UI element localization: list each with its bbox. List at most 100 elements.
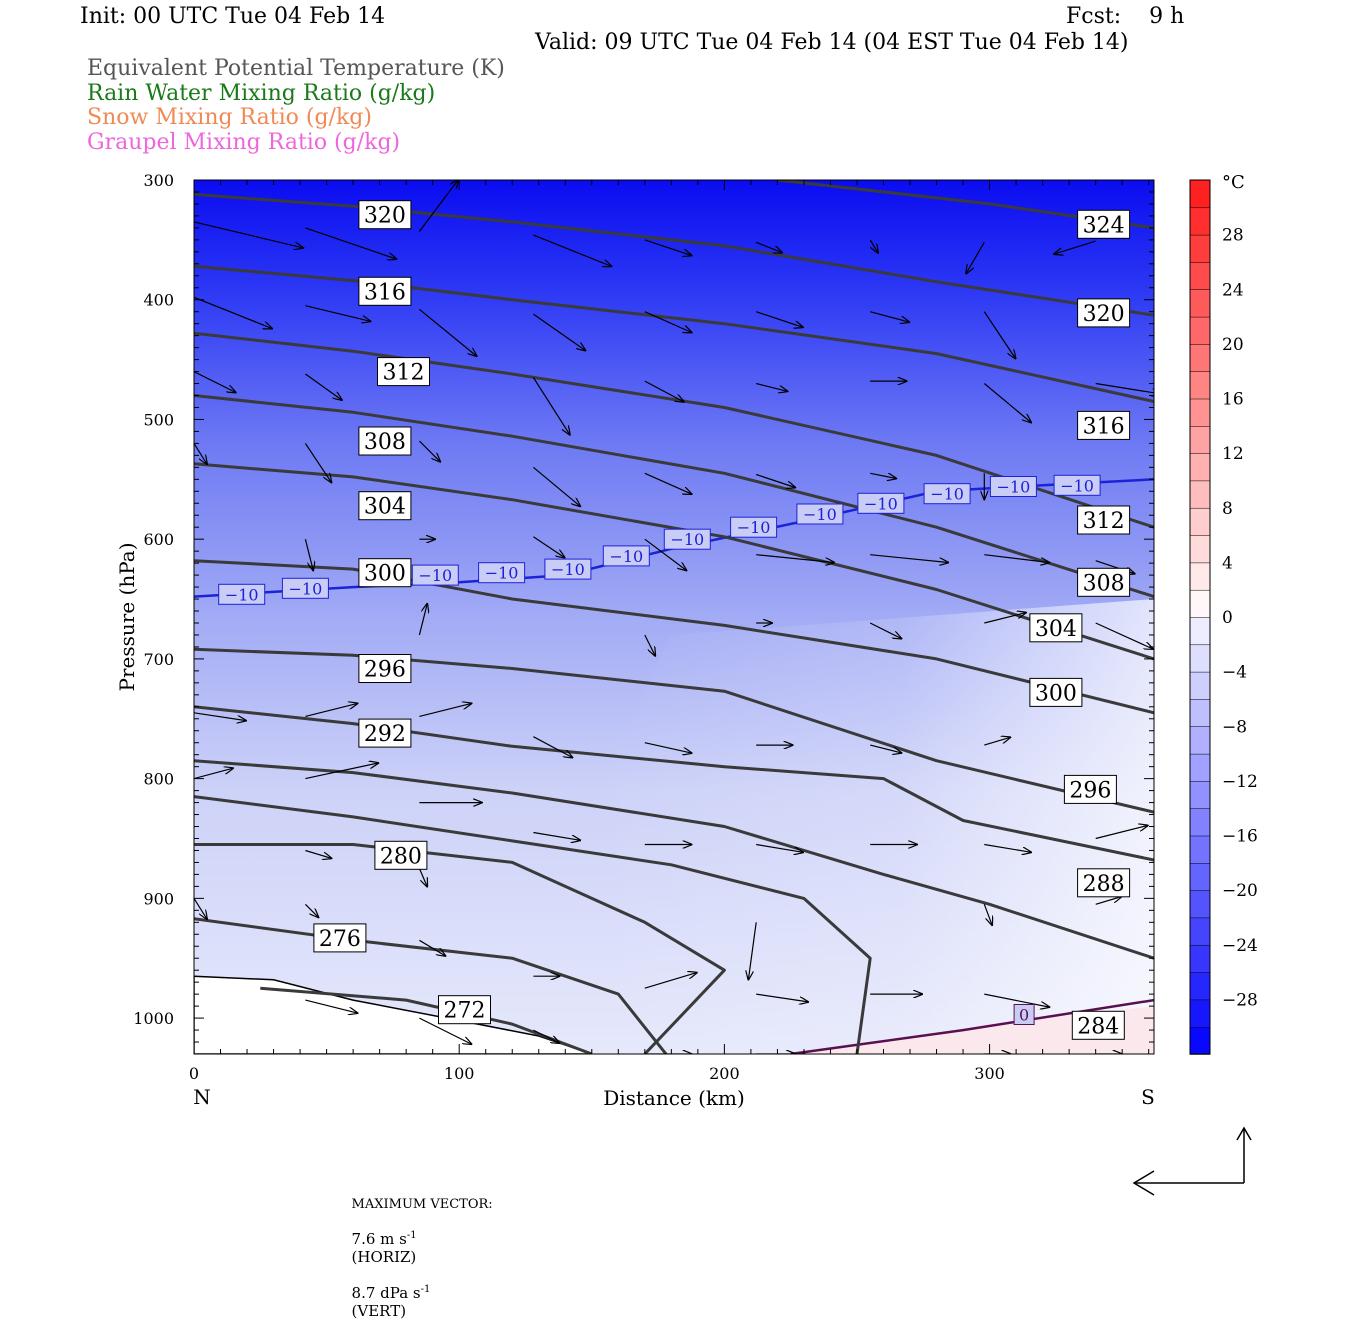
wind-vector [984,843,1031,853]
contour-label-box [1071,1010,1125,1040]
max-vert-exp: -1 [420,1284,431,1295]
field-legend-rain: Rain Water Mixing Ratio (g/kg) [87,81,436,106]
wind-vector [305,849,331,859]
colorbar-tick-label: 16 [1222,390,1244,410]
contour-label-box [377,357,430,387]
colorbar-segment [1189,807,1211,837]
theta-e-contour [194,394,1154,599]
wind-vector [756,843,803,853]
contour-label: 292 [364,722,406,747]
isotherm-label-box [923,483,971,505]
colorbar-segment [1189,726,1211,755]
colorbar: 28 24 20 16 12 8 4 0 −4 −8 −12 −16 −20 −24 −28 [1189,179,1258,1055]
colorbar-segment [1189,835,1211,864]
isotherm-label-box [1053,474,1101,496]
contour-label: 312 [383,361,425,386]
valid-time: Valid: 09 UTC Tue 04 Feb 14 (04 EST Tue … [535,30,1129,55]
field-legend-graupel: Graupel Mixing Ratio (g/kg) [87,130,401,155]
isotherm-label-box [857,492,905,514]
wind-vector [419,308,476,356]
colorbar-segment [1189,644,1211,673]
isotherm-label: 0 [1019,1006,1029,1025]
x-tick-label: 100 [444,1064,475,1083]
contour-label-box [1077,209,1131,239]
max-vert-unit: (VERT) [351,1302,407,1320]
contour-label: 300 [364,562,406,587]
wind-vector [419,939,445,956]
contour-label-box [358,200,412,230]
y-tick-label: 300 [143,171,174,190]
wind-vector [304,903,318,917]
contour-label-box [1077,298,1131,328]
colorbar-tick-label: −28 [1222,990,1258,1010]
init-time: Init: 00 UTC Tue 04 Feb 14 [80,4,386,29]
isotherm-label-box [544,558,592,580]
contour-label-box [1063,774,1117,804]
wind-vector [194,768,233,780]
theta-e-contour [194,192,1154,317]
plot-frame [193,179,1155,1055]
wind-vector [304,443,331,482]
wind-vector [984,613,1026,624]
colorbar-segment [1189,780,1211,809]
wind-vector [533,1029,559,1043]
wind-vector [533,313,585,350]
wind-vector [305,703,357,717]
axes: 300 400 500 600 700 800 900 1000 0 100 200 300 [133,171,1154,1083]
wind-vector [194,443,207,464]
wind-vector [984,737,1010,746]
colorbar-segment [1189,753,1211,782]
wind-vector [755,241,782,252]
x-tick-label: 300 [974,1064,1005,1083]
wind-vector [756,382,787,392]
colorbar-segment [1189,698,1211,727]
colorbar-segment [1189,207,1211,236]
isotherm-label: −10 [670,530,704,549]
contour-label: 320 [364,204,406,229]
wind-vector [756,473,795,488]
wind-vector [1095,826,1148,840]
isotherm-label: −10 [418,566,452,585]
right-end-label: S [1141,1085,1155,1109]
isotherm-label-box [989,476,1037,497]
colorbar-tick-label: −20 [1222,881,1258,901]
terrain [194,975,593,1054]
colorbar-segment [1189,316,1211,345]
isotherm-label: −10 [737,518,771,537]
contour-label: 276 [319,927,361,952]
isotherm-label-box [478,562,526,584]
colorbar-tick-label: 0 [1222,608,1233,628]
isotherm-label: −10 [225,585,259,604]
colorbar-segment [1189,425,1211,454]
contour-label: 312 [1083,509,1125,534]
contour-label: 296 [1069,778,1111,803]
wind-vector [533,536,564,558]
isotherm-label: −10 [289,579,323,598]
max-horiz-exp: -1 [406,1230,417,1241]
isotherm-label-box [602,545,650,567]
colorbar-segment [1189,234,1211,263]
wind-vector [644,538,687,570]
colorbar-segment [1189,862,1211,891]
isotherm-label-box [281,577,329,599]
wind-vector [194,221,303,248]
wind-vector [756,993,808,1002]
colorbar-segment [1189,370,1211,400]
theta-e-contour [194,264,1154,403]
wind-vector [533,234,611,266]
wind-vector [194,371,236,393]
wind-vector [1054,240,1096,254]
wind-vector [532,377,569,435]
colorbar-tick-label: −4 [1222,663,1247,683]
wind-vector [644,472,692,494]
isotherm-label: −10 [609,547,643,566]
isotherm-label-box [730,516,778,538]
x-axis-title: Distance (km) [603,1086,745,1110]
wind-vector [194,296,272,328]
wind-vector [644,311,692,333]
wind-vector [644,239,692,256]
colorbar-segment [1189,534,1211,564]
wind-vector [305,373,341,400]
colorbar-segment [1189,562,1211,591]
isotherm-label-box [1013,1004,1035,1025]
